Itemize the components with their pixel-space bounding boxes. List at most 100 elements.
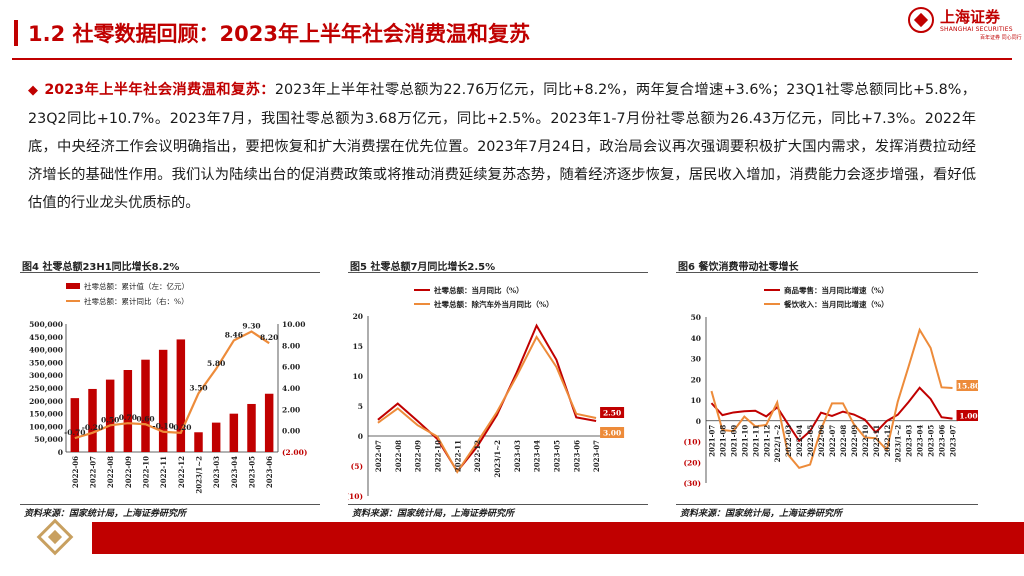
- x-axis-tick-label: 2023-04: [230, 456, 239, 488]
- right-axis-tick-label: (2.00): [282, 448, 307, 457]
- x-axis-tick-label: 2022-09: [850, 425, 859, 457]
- figure-6-chart: 商品零售：当月同比增速（%） 餐饮收入：当月同比增速（%） (30) (20) (10)…: [683, 285, 978, 488]
- data-label: 8.20: [260, 333, 278, 342]
- end-label: 3.00: [603, 429, 621, 438]
- legend-label: 商品零售：当月同比增速（%）: [784, 285, 889, 295]
- x-axis-tick-label: 2022-09: [414, 440, 423, 472]
- data-label: 3.50: [189, 383, 207, 392]
- page-number: 5: [984, 534, 993, 549]
- footer-logo-icon: [36, 518, 76, 558]
- x-axis-tick-label: 2022-12: [473, 440, 482, 472]
- x-axis-tick-label: 2021-08: [718, 425, 727, 457]
- left-axis-tick-label: 350,000: [29, 358, 63, 367]
- x-axis-tick-label: 2023/1~2: [195, 456, 204, 494]
- bar: [229, 413, 239, 452]
- right-axis-tick-label: 6.00: [282, 363, 300, 372]
- bar: [247, 403, 256, 452]
- figure-4-source: 资料来源：国家统计局，上海证券研究所: [24, 509, 187, 519]
- figure-4-chart: 社零总额：累计值（左：亿元） 社零总额：累计同比（右：%） 0 50,000 100,0…: [29, 281, 307, 494]
- x-axis-tick-label: 2022-11: [872, 425, 881, 457]
- x-axis-tick-label: 2023-05: [248, 456, 257, 488]
- end-label-box: [600, 427, 625, 438]
- x-axis-tick-label: 2022/1~2: [773, 425, 782, 463]
- bar: [158, 349, 168, 452]
- legend-label-bar: 社零总额：累计值（左：亿元）: [84, 281, 189, 291]
- y-axis-tick-label: (10): [348, 492, 363, 501]
- end-label-box: [956, 380, 978, 391]
- x-axis-tick-label: 2022-11: [159, 456, 168, 488]
- y-axis-tick-label: 40: [691, 334, 701, 343]
- figure-6-title: 图6 餐饮消费带动社零增长: [678, 262, 799, 273]
- bar: [141, 359, 150, 452]
- end-label: 1.00: [959, 412, 977, 421]
- data-label: -0.10: [152, 422, 173, 431]
- x-axis-tick-label: 2022-07: [828, 425, 837, 457]
- x-axis-tick-label: 2022-12: [883, 425, 892, 457]
- left-axis-tick-label: 250,000: [29, 384, 63, 393]
- data-label: 8.46: [225, 330, 243, 339]
- y-axis-tick-label: (5): [351, 462, 363, 471]
- left-axis-tick-label: 200,000: [29, 397, 63, 406]
- left-axis-tick-label: 100,000: [29, 422, 63, 431]
- summary-paragraph: ◆ 2023年上半年社会消费温和复苏：2023年上半年社零总额为22.76万亿元，…: [28, 76, 976, 217]
- data-label: -0.70: [64, 428, 85, 437]
- left-axis-tick-label: 400,000: [29, 346, 63, 355]
- end-label: 15.80: [957, 382, 978, 391]
- y-axis-tick-label: 30: [691, 355, 701, 364]
- x-axis-tick-label: 2022-12: [177, 456, 186, 488]
- x-axis-tick-label: 2023-03: [905, 425, 914, 457]
- data-label: -0.20: [170, 423, 191, 432]
- left-axis-tick-label: 500,000: [29, 320, 63, 329]
- bar: [123, 370, 133, 452]
- y-axis-tick-label: (20): [683, 458, 701, 467]
- legend-swatch-bar: [66, 283, 80, 289]
- figure-5-panel: 图5 社零总额7月同比增长2.5% 社零总额：当月同比（%） 社零总额：除汽车外当…: [348, 258, 648, 520]
- bar: [211, 422, 221, 452]
- left-axis-tick-label: 300,000: [29, 371, 63, 380]
- y-axis-tick-label: 10: [353, 372, 363, 381]
- x-axis-tick-label: 2021-11: [751, 425, 760, 457]
- x-axis-tick-label: 2021-09: [729, 425, 738, 457]
- x-axis-tick-label: 2023/1~2: [894, 425, 903, 463]
- right-axis-tick-label: 2.00: [282, 405, 300, 414]
- series-line: [377, 323, 597, 474]
- y-axis-tick-label: (30): [683, 479, 701, 488]
- x-axis-tick-label: 2023-05: [552, 440, 561, 472]
- y-axis-tick-label: 10: [691, 396, 701, 405]
- legend-label: 社零总额：除汽车外当月同比（%）: [433, 299, 554, 309]
- bar: [105, 379, 115, 452]
- figure-4-panel: 图4 社零总额23H1同比增长8.2% 社零总额：累计值（左：亿元） 社零总额：累…: [20, 258, 320, 520]
- legend-label-line: 社零总额：累计同比（右：%）: [84, 296, 189, 306]
- summary-highlight: 2023年上半年社会消费温和复苏：: [44, 82, 275, 98]
- y-axis-tick-label: 15: [353, 342, 363, 351]
- data-label: -0.20: [82, 423, 103, 432]
- right-axis-tick-label: 0.00: [282, 427, 300, 436]
- figure-6-panel: 图6 餐饮消费带动社零增长 商品零售：当月同比增速（%） 餐饮收入：当月同比增速（…: [676, 258, 978, 520]
- x-axis-tick-label: 2022-10: [142, 456, 151, 488]
- x-axis-tick-label: 2023-06: [265, 456, 274, 488]
- x-axis-tick-label: 2023-06: [572, 440, 581, 472]
- series-line: [710, 327, 953, 470]
- x-axis-tick-label: 2021-12: [762, 425, 771, 457]
- bar: [88, 388, 97, 452]
- x-axis-tick-label: 2023-07: [592, 440, 601, 472]
- figure-6-title-rule: [676, 272, 978, 273]
- figure-5-source-rule: [348, 504, 648, 505]
- y-axis-tick-label: (10): [683, 438, 701, 447]
- x-axis-tick-label: 2023-03: [513, 440, 522, 472]
- x-axis-tick-label: 2023-04: [533, 440, 542, 472]
- bar: [176, 339, 186, 452]
- bar: [194, 432, 203, 452]
- data-label: 0.70: [119, 413, 137, 422]
- summary-text: 2023年上半年社零总额为22.76万亿元，同比+8.2%，两年复合增速+3.6…: [28, 82, 976, 211]
- end-label: 2.50: [603, 409, 621, 418]
- x-axis-tick-label: 2022-06: [71, 456, 80, 488]
- right-axis-tick-label: 10.00: [282, 320, 306, 329]
- figure-5-title: 图5 社零总额7月同比增长2.5%: [350, 262, 496, 273]
- x-axis-tick-label: 2022-07: [374, 440, 383, 472]
- legend-label: 社零总额：当月同比（%）: [433, 285, 524, 295]
- x-axis-tick-label: 2023-06: [938, 425, 947, 457]
- x-axis-tick-label: 2022-09: [124, 456, 133, 488]
- x-axis-tick-label: 2022-10: [433, 440, 442, 472]
- title-rule: [12, 58, 1012, 60]
